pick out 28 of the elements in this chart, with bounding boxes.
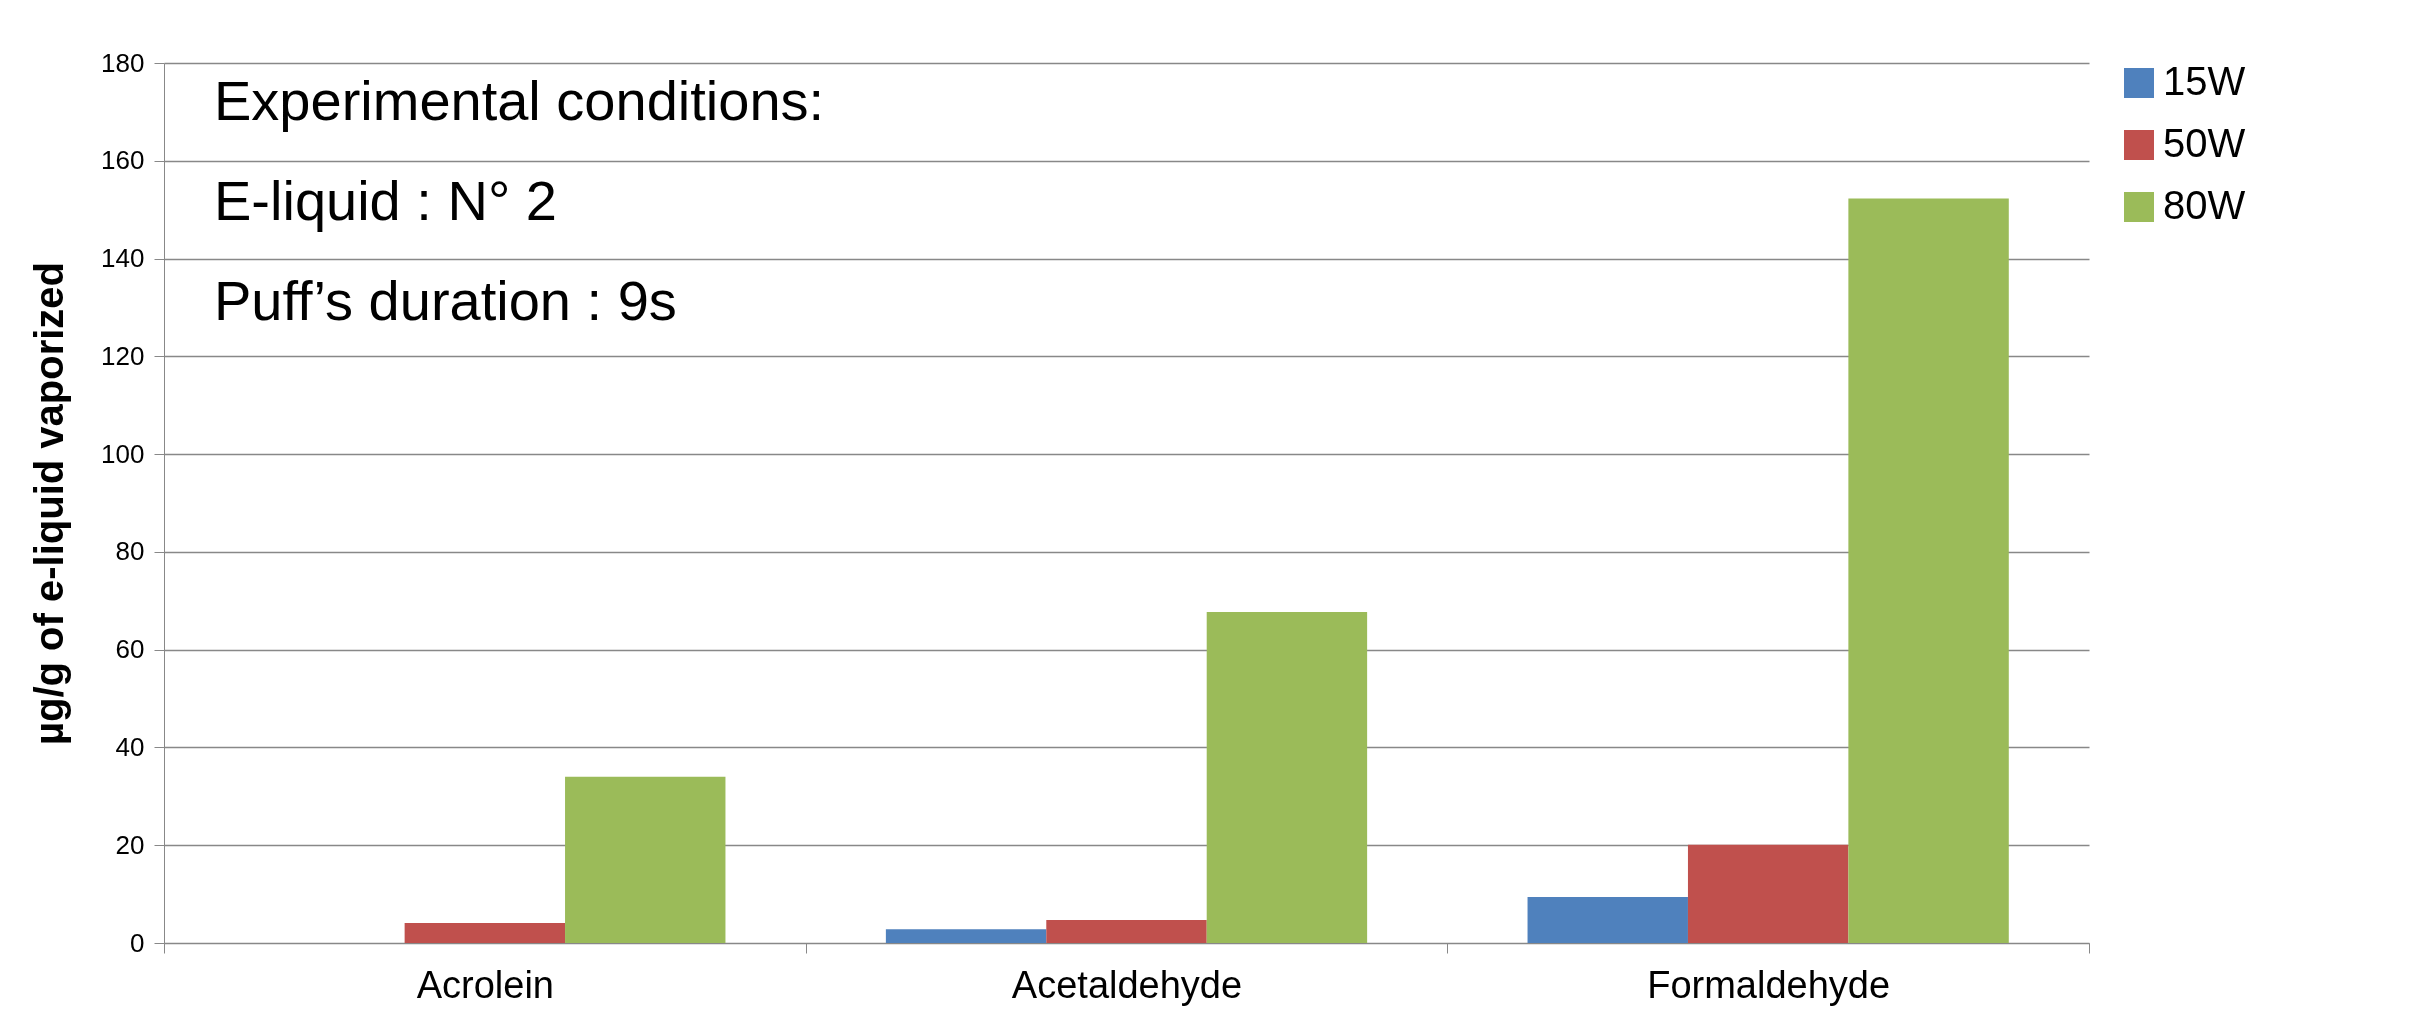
- legend-label: 50W: [2163, 121, 2246, 165]
- legend-label: 15W: [2163, 59, 2246, 103]
- y-tick-label: 140: [101, 243, 145, 274]
- bar: [1527, 897, 1688, 943]
- x-tick-label: Formaldehyde: [1647, 963, 1891, 1006]
- y-tick-label: 120: [101, 340, 145, 371]
- bar: [404, 922, 566, 943]
- bar: [1687, 844, 1849, 943]
- bar: [1046, 920, 1207, 943]
- y-tick-label: 40: [115, 731, 145, 762]
- y-tick-label: 180: [101, 47, 145, 78]
- x-tick-label: Acetaldehyde: [1011, 963, 1243, 1006]
- y-axis-title: µg/g of e-liquid vaporized: [27, 261, 72, 746]
- bar: [1206, 612, 1368, 943]
- legend-label: 80W: [2163, 183, 2246, 227]
- annotation: E-liquid : N° 2: [214, 169, 557, 232]
- annotation: Experimental conditions:: [214, 69, 825, 132]
- y-tick-label: 80: [115, 536, 145, 567]
- x-tick-label: Acrolein: [416, 963, 554, 1006]
- annotation: Puff’s duration : 9s: [214, 269, 677, 332]
- y-tick-label: 60: [115, 634, 145, 665]
- y-tick-label: 0: [130, 927, 145, 958]
- y-tick-label: 100: [101, 438, 145, 469]
- y-tick-label: 20: [115, 829, 145, 860]
- bar: [565, 776, 726, 943]
- y-tick-label: 160: [101, 145, 145, 176]
- bar: [885, 929, 1047, 943]
- bar: [1848, 198, 2009, 943]
